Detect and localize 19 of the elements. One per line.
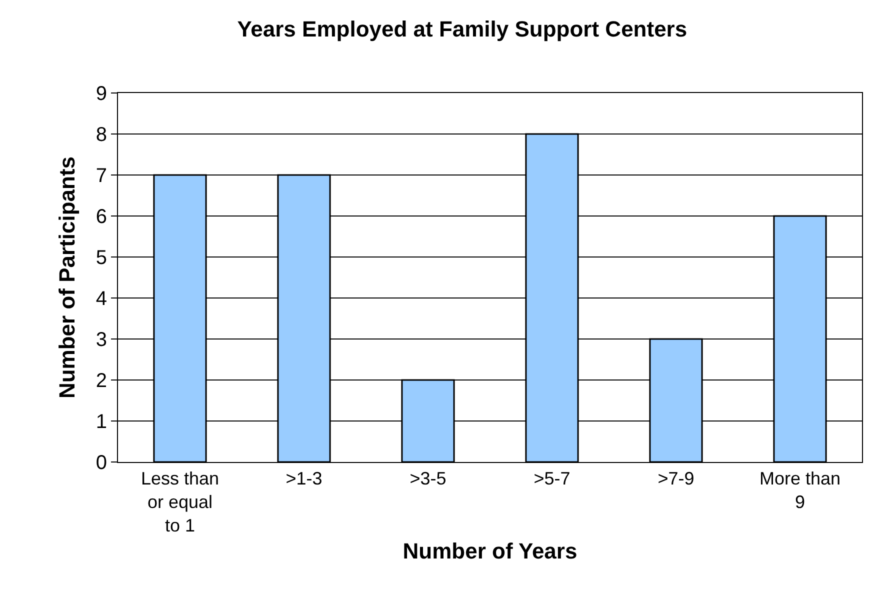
x-tick-label: >5-7	[534, 468, 570, 489]
y-tick-label: 8	[96, 124, 107, 146]
x-axis-title: Number of Years	[402, 538, 578, 564]
x-tick-label: More than 9	[759, 468, 841, 512]
chart-title: Years Employed at Family Support Centers	[237, 16, 688, 42]
y-tick-label: 9	[96, 83, 107, 105]
y-tick-label: 4	[96, 288, 107, 310]
y-tick-label: 2	[96, 370, 107, 392]
y-tick-label: 6	[96, 206, 107, 228]
y-tick-label: 5	[96, 247, 107, 269]
y-tick-label: 7	[96, 165, 107, 187]
x-tick-label: >1-3	[286, 468, 322, 489]
y-axis-title: Number of Participants	[54, 156, 80, 399]
y-tick-label: 3	[96, 329, 107, 351]
x-tick-label: >7-9	[658, 468, 694, 489]
x-tick-label: >3-5	[410, 468, 446, 489]
y-tick-label: 1	[96, 411, 107, 433]
y-tick-label: 0	[96, 452, 107, 474]
x-tick-label: Less than or equal to 1	[140, 468, 220, 536]
